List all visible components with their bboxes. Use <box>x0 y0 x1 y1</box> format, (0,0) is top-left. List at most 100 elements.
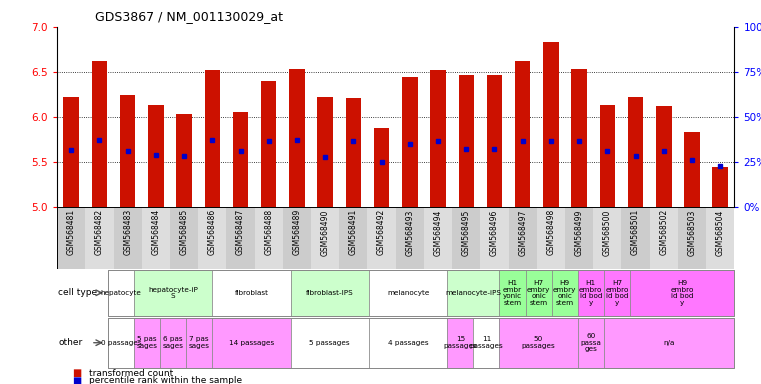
Text: H1
embr
yonic
stem: H1 embr yonic stem <box>503 280 522 306</box>
Bar <box>85 207 113 269</box>
Text: 50
passages: 50 passages <box>522 336 556 349</box>
Bar <box>255 207 283 269</box>
Bar <box>212 318 291 367</box>
Bar <box>452 207 480 269</box>
Bar <box>91 61 107 207</box>
Bar <box>108 318 134 367</box>
Bar <box>160 318 186 367</box>
Text: GSM568493: GSM568493 <box>406 209 414 256</box>
Text: H9
embro
id bod
y: H9 embro id bod y <box>670 280 694 306</box>
Text: GSM568486: GSM568486 <box>208 209 217 255</box>
Text: 4 passages: 4 passages <box>388 340 428 346</box>
Bar <box>198 207 227 269</box>
Bar <box>537 207 565 269</box>
Text: 14 passages: 14 passages <box>229 340 274 346</box>
Bar <box>565 207 594 269</box>
Text: hepatocyte-iP
S: hepatocyte-iP S <box>148 286 198 299</box>
Bar <box>603 318 734 367</box>
Bar <box>339 207 368 269</box>
Bar <box>402 76 418 207</box>
Text: GSM568497: GSM568497 <box>518 209 527 256</box>
Text: percentile rank within the sample: percentile rank within the sample <box>89 376 242 384</box>
Bar <box>345 98 361 207</box>
Bar <box>233 112 248 207</box>
Bar <box>63 97 79 207</box>
Text: melanocyte: melanocyte <box>387 290 429 296</box>
Bar <box>291 270 369 316</box>
Bar <box>424 207 452 269</box>
Text: GSM568496: GSM568496 <box>490 209 499 256</box>
Bar <box>369 318 447 367</box>
Text: GSM568490: GSM568490 <box>320 209 330 256</box>
Bar <box>650 207 678 269</box>
Bar <box>283 207 311 269</box>
Bar <box>473 318 499 367</box>
Text: 6 pas
sages: 6 pas sages <box>163 336 183 349</box>
Text: GSM568485: GSM568485 <box>180 209 189 255</box>
Bar <box>227 207 255 269</box>
Bar <box>480 207 508 269</box>
Text: ■: ■ <box>72 376 81 384</box>
Bar <box>142 207 170 269</box>
Bar <box>526 270 552 316</box>
Bar <box>430 70 446 207</box>
Text: 15
passages: 15 passages <box>444 336 477 349</box>
Text: GSM568500: GSM568500 <box>603 209 612 256</box>
Text: GSM568499: GSM568499 <box>575 209 584 256</box>
Bar <box>291 318 369 367</box>
Bar <box>113 207 142 269</box>
Text: GSM568502: GSM568502 <box>659 209 668 255</box>
Bar <box>396 207 424 269</box>
Bar <box>170 207 198 269</box>
Text: GSM568481: GSM568481 <box>67 209 75 255</box>
Bar <box>515 61 530 207</box>
Bar <box>603 270 630 316</box>
Bar <box>57 207 85 269</box>
Text: fibroblast: fibroblast <box>234 290 269 296</box>
Bar <box>317 97 333 207</box>
Text: GSM568489: GSM568489 <box>292 209 301 255</box>
Text: 5 passages: 5 passages <box>310 340 350 346</box>
Text: hepatocyte: hepatocyte <box>100 290 142 296</box>
Bar <box>368 207 396 269</box>
Bar <box>600 105 615 207</box>
Bar <box>134 270 212 316</box>
Bar <box>572 69 587 207</box>
Text: 60
passa
ges: 60 passa ges <box>581 333 601 352</box>
Text: 5 pas
sages: 5 pas sages <box>136 336 158 349</box>
Text: ■: ■ <box>72 368 81 378</box>
Bar <box>684 132 700 207</box>
Bar <box>630 270 734 316</box>
Bar <box>712 167 728 207</box>
Text: GSM568501: GSM568501 <box>631 209 640 255</box>
Text: GSM568488: GSM568488 <box>264 209 273 255</box>
Text: 11
passages: 11 passages <box>470 336 503 349</box>
Bar <box>656 106 671 207</box>
Bar <box>552 270 578 316</box>
Bar <box>499 318 578 367</box>
Text: GSM568494: GSM568494 <box>434 209 443 256</box>
Text: GSM568498: GSM568498 <box>546 209 556 255</box>
Text: H1
embro
id bod
y: H1 embro id bod y <box>579 280 603 306</box>
Bar <box>177 114 192 207</box>
Text: cell type: cell type <box>59 288 97 297</box>
Text: 7 pas
sages: 7 pas sages <box>189 336 210 349</box>
Bar <box>261 81 276 207</box>
Bar <box>508 207 537 269</box>
Bar <box>120 96 135 207</box>
Bar <box>499 270 526 316</box>
Text: 0 passages: 0 passages <box>100 340 142 346</box>
Text: GSM568487: GSM568487 <box>236 209 245 255</box>
Bar <box>186 318 212 367</box>
Bar <box>543 42 559 207</box>
Bar <box>108 270 134 316</box>
Bar <box>311 207 339 269</box>
Text: GDS3867 / NM_001130029_at: GDS3867 / NM_001130029_at <box>95 10 283 23</box>
Text: GSM568495: GSM568495 <box>462 209 471 256</box>
Bar <box>289 69 304 207</box>
Bar <box>374 128 390 207</box>
Text: GSM568503: GSM568503 <box>687 209 696 256</box>
Bar <box>706 207 734 269</box>
Text: H7
embry
onic
stem: H7 embry onic stem <box>527 280 550 306</box>
Text: H7
embro
id bod
y: H7 embro id bod y <box>605 280 629 306</box>
